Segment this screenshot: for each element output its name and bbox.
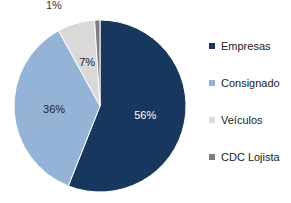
svg-text:56%: 56% <box>134 109 156 121</box>
svg-text:Empresas: Empresas <box>221 40 271 52</box>
svg-text:7%: 7% <box>79 56 95 68</box>
svg-text:CDC Lojista: CDC Lojista <box>221 151 281 163</box>
svg-text:Veículos: Veículos <box>221 114 263 126</box>
svg-text:Consignado: Consignado <box>221 77 280 89</box>
svg-text:36%: 36% <box>43 103 65 115</box>
svg-text:1%: 1% <box>46 0 62 11</box>
